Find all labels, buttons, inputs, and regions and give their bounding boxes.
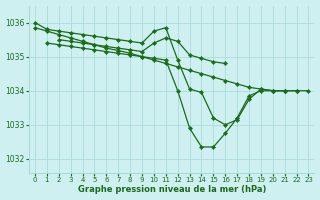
X-axis label: Graphe pression niveau de la mer (hPa): Graphe pression niveau de la mer (hPa) — [77, 185, 266, 194]
